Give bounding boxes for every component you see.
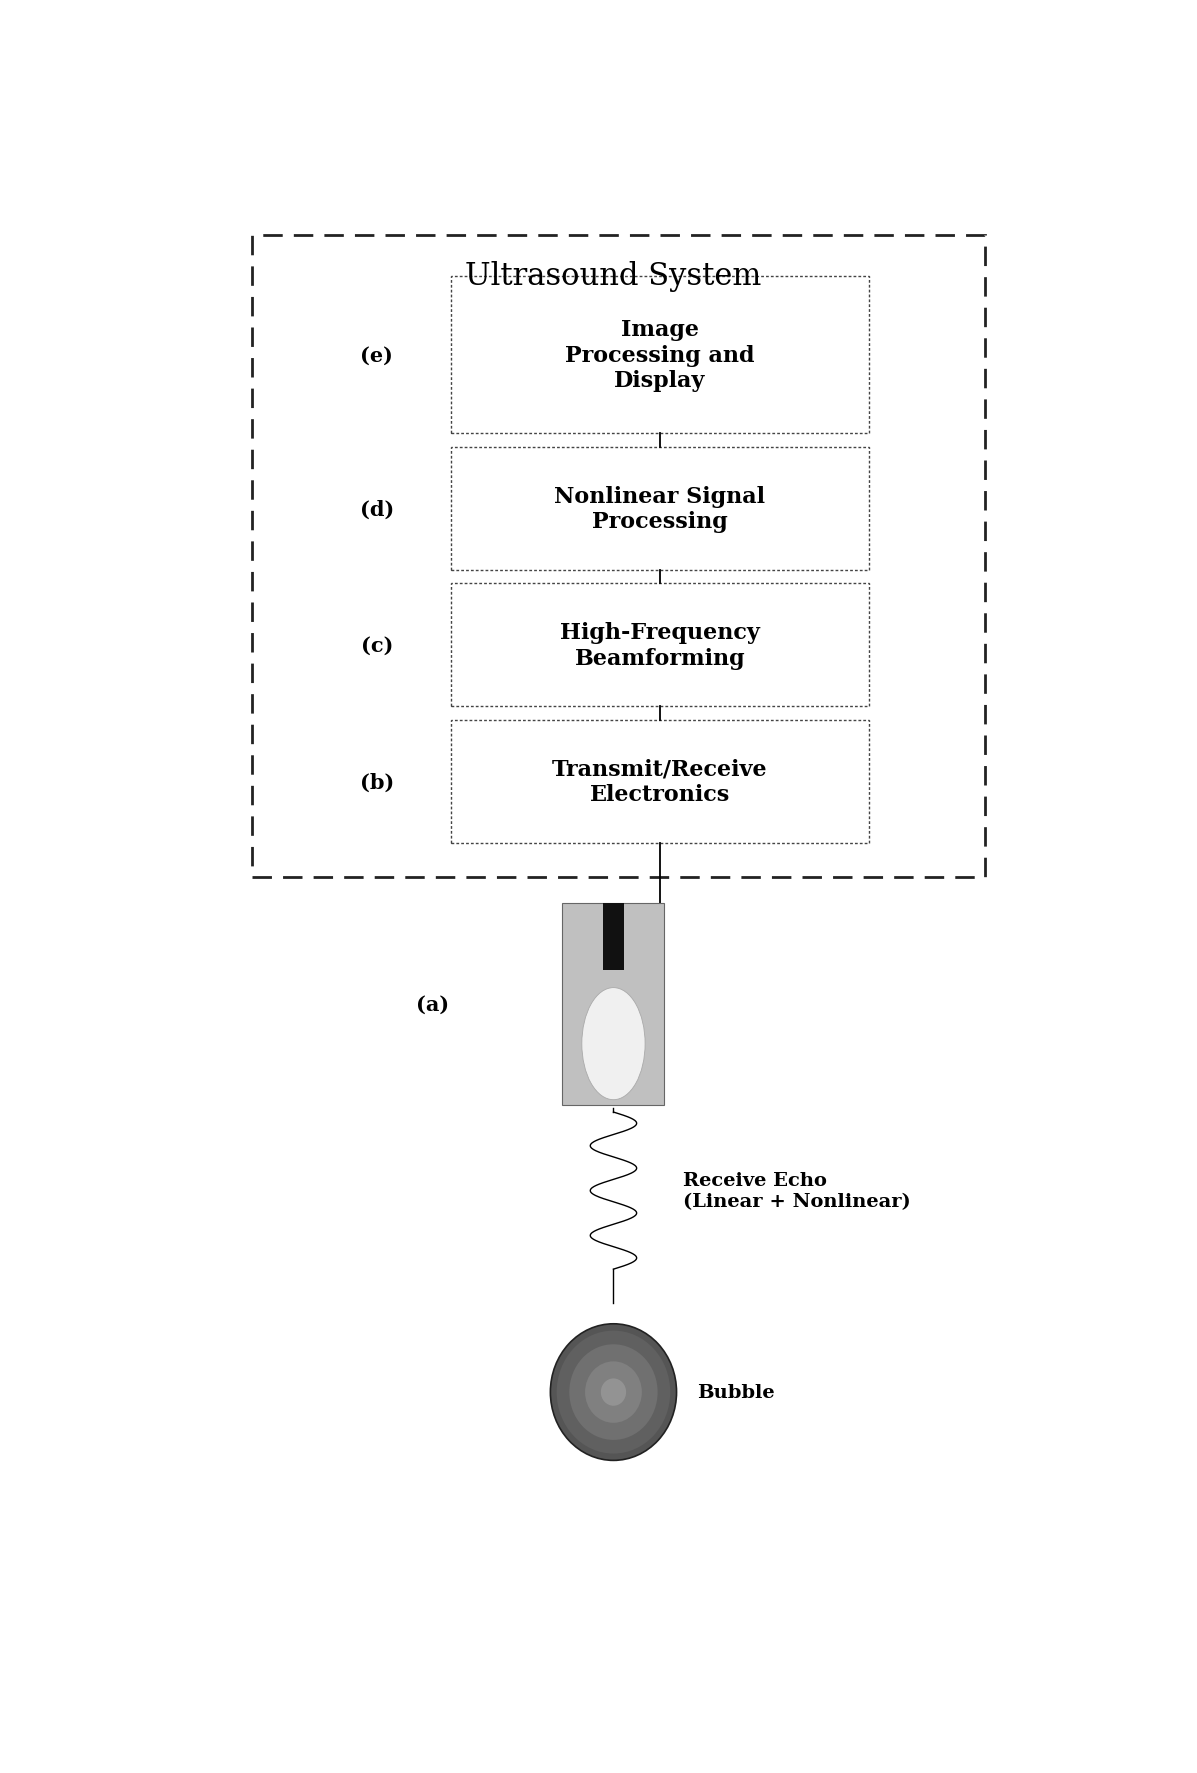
Bar	[451, 447, 869, 571]
Ellipse shape	[582, 988, 645, 1099]
Bar	[451, 720, 869, 844]
Text: Nonlinear Signal
Processing: Nonlinear Signal Processing	[554, 486, 765, 532]
Text: (a): (a)	[417, 995, 449, 1014]
Ellipse shape	[551, 1324, 676, 1461]
Ellipse shape	[557, 1332, 670, 1454]
Ellipse shape	[585, 1362, 642, 1424]
Ellipse shape	[601, 1379, 626, 1406]
Bar	[251, 236, 984, 878]
Bar	[451, 583, 869, 707]
Text: Ultrasound System: Ultrasound System	[466, 261, 761, 291]
Text: (b): (b)	[360, 771, 394, 793]
Text: (c): (c)	[360, 635, 393, 656]
Text: Image
Processing and
Display: Image Processing and Display	[565, 319, 754, 392]
Text: High-Frequency
Beamforming: High-Frequency Beamforming	[560, 622, 760, 668]
Text: Transmit/Receive
Electronics: Transmit/Receive Electronics	[552, 759, 767, 805]
Bar	[563, 904, 664, 1106]
Bar	[603, 904, 624, 970]
Ellipse shape	[570, 1344, 657, 1440]
Text: (d): (d)	[360, 498, 394, 519]
Text: Receive Echo
(Linear + Nonlinear): Receive Echo (Linear + Nonlinear)	[683, 1172, 911, 1211]
Bar	[451, 277, 869, 434]
Text: (e): (e)	[360, 346, 394, 365]
Text: Bubble: Bubble	[697, 1383, 774, 1401]
